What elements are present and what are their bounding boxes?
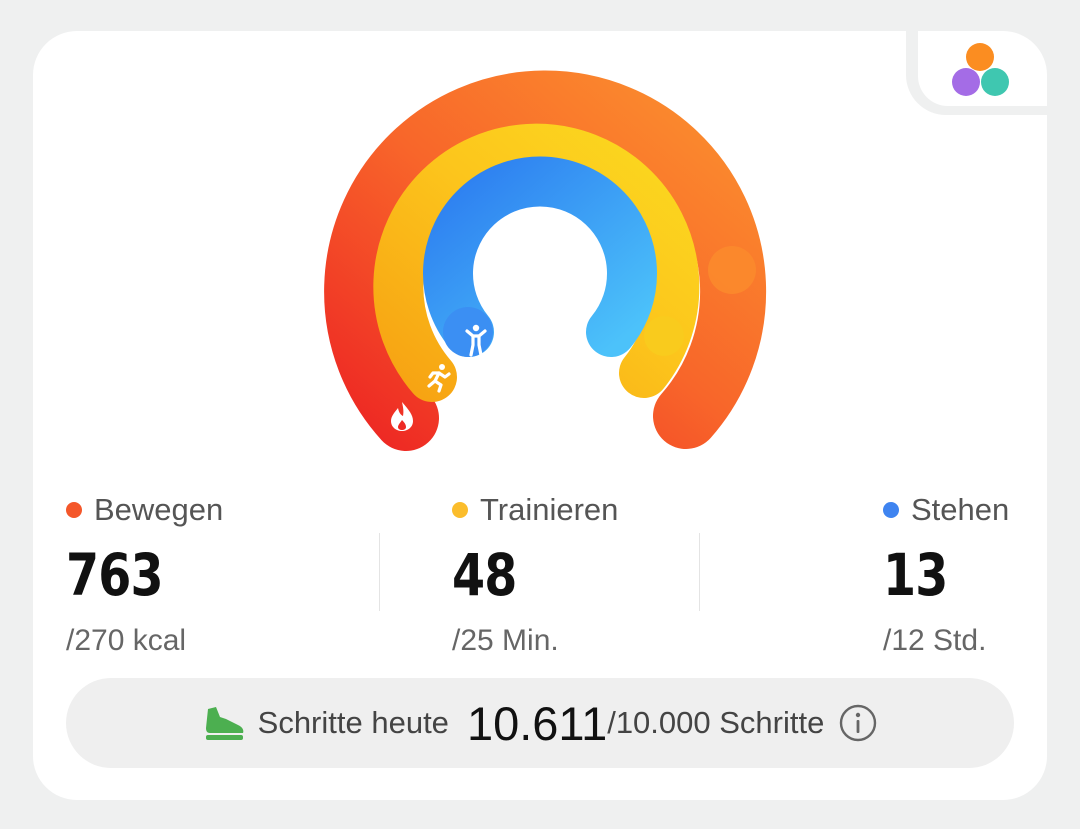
stand-goal: /12 Std. [883, 624, 987, 657]
activity-rings-button[interactable] [918, 31, 1047, 106]
exercise-value: 48 [452, 541, 517, 609]
info-icon[interactable] [838, 703, 878, 743]
steps-goal: /10.000 Schritte [607, 705, 825, 740]
move-ring-overlap-cap [708, 246, 756, 294]
metric-divider [699, 533, 700, 611]
move-value: 763 [66, 541, 164, 609]
move-goal: /270 kcal [66, 624, 187, 657]
stand-dot [883, 502, 899, 518]
exercise-goal: /25 Min. [452, 624, 559, 657]
standing-person-icon [465, 324, 487, 357]
exercise-label: Trainieren [480, 492, 619, 527]
move-dot [66, 502, 82, 518]
move-label: Bewegen [94, 492, 224, 527]
move-metric[interactable]: Bewegen 763 /270 kcal [66, 490, 223, 658]
exercise-metric[interactable]: Trainieren 48 /25 Min. [452, 490, 618, 658]
flame-icon [391, 402, 413, 431]
stand-ring [423, 156, 657, 357]
stand-metric[interactable]: Stehen 13 /12 Std. [883, 490, 1009, 658]
exercise-ring [373, 123, 700, 402]
activity-rings-icon [952, 43, 1009, 96]
stand-label: Stehen [911, 492, 1010, 527]
steps-value: 10.611 [466, 696, 608, 750]
stand-value: 13 [883, 541, 948, 609]
activity-rings [324, 70, 767, 451]
exercise-ring-overlap-cap [644, 316, 684, 356]
running-person-icon [427, 364, 451, 393]
steps-label: Schritte heute [257, 705, 449, 740]
steps-bar[interactable]: Schritte heute 10.611 /10.000 Schritte [66, 678, 1014, 768]
metric-divider [379, 533, 380, 611]
exercise-dot [452, 502, 468, 518]
shoe-icon [205, 707, 243, 740]
